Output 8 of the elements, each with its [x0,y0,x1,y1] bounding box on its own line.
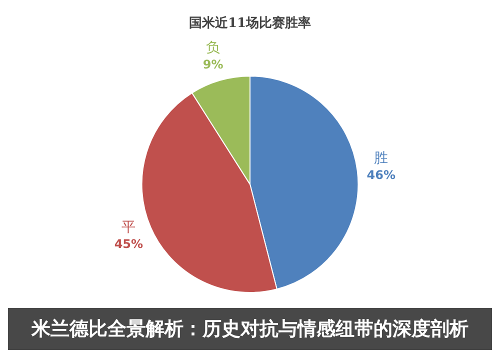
data-label: 45% [114,236,144,251]
slice-label: 负 [206,40,220,56]
text: 米兰德比全景解析：历史对抗与情感纽带的深度剖析 [8,308,492,350]
slice-label: 平 [122,219,136,236]
data-label: 46% [366,168,396,182]
slice-label: 胜 [374,150,388,166]
data-label: 9% [202,57,224,72]
chart-title: 国米近11场比赛胜率 [188,15,312,32]
